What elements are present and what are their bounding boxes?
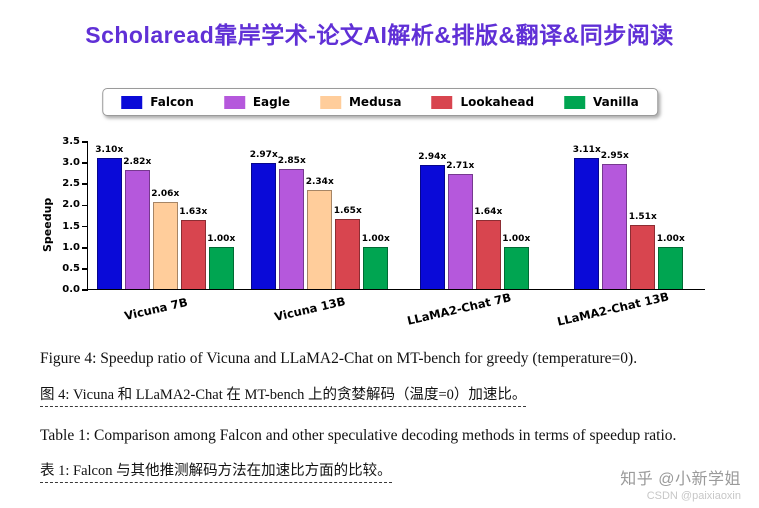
figure-caption-en: Figure 4: Speedup ratio of Vicuna and LL…: [40, 350, 638, 367]
legend-swatch-eagle: [223, 95, 245, 109]
bar-value-label: 2.06x: [151, 188, 180, 199]
legend-item-falcon: Falcon: [121, 95, 194, 109]
bar-vanilla-3: [503, 246, 529, 289]
chart-legend: Falcon Eagle Medusa Lookahead Vanilla: [102, 88, 658, 116]
legend-item-medusa: Medusa: [319, 95, 402, 109]
y-tick-mark: [82, 225, 88, 228]
y-tick-label: 0.0: [62, 284, 80, 295]
figure-caption-zh-text: 图 4: Vicuna 和 LLaMA2-Chat 在 MT-bench 上的贪…: [40, 387, 527, 407]
x-tick-label: Vicuna 7B: [123, 294, 190, 324]
legend-item-eagle: Eagle: [223, 95, 290, 109]
legend-item-vanilla: Vanilla: [564, 95, 639, 109]
bar-value-label: 2.94x: [418, 151, 447, 162]
bar-value-label: 1.51x: [628, 212, 657, 223]
y-tick-label: 2.0: [62, 199, 80, 211]
y-tick-label: 3.0: [62, 157, 80, 169]
legend-swatch-lookahead: [431, 95, 453, 109]
y-tick-mark: [82, 289, 88, 291]
y-tick-mark: [82, 183, 88, 186]
bar-plot: 0.0 0.5 1.0 1.5 2.0 2.5 3.0 3.5 3.10x 2.82x 2.06x 1…: [62, 136, 705, 329]
legend-label: Falcon: [150, 95, 194, 109]
x-tick-label: LLaMA2-Chat 13B: [555, 289, 670, 329]
legend-label: Medusa: [348, 95, 402, 109]
y-tick-mark: [82, 268, 88, 270]
bar-value-label: 1.00x: [361, 233, 390, 244]
bar-vanilla-4: [658, 246, 684, 289]
legend-label: Lookahead: [460, 95, 535, 109]
bar-lookahead-2: [335, 219, 361, 289]
y-tick-mark: [82, 246, 88, 249]
bar-lookahead-1: [180, 220, 206, 289]
bar-value-label: 1.65x: [333, 206, 362, 217]
legend-swatch-falcon: [121, 95, 143, 109]
table-caption-zh-text: 表 1: Falcon 与其他推测解码方法在加速比方面的比较。: [40, 463, 392, 483]
y-axis-label: Speedup: [41, 197, 54, 252]
y-tick-label: 0.5: [62, 262, 80, 274]
bar-value-label: 3.11x: [572, 144, 601, 155]
bar-medusa-2: [307, 190, 333, 289]
bar-value-label: 1.00x: [207, 233, 236, 244]
bar-eagle-2: [279, 168, 305, 289]
legend-label: Eagle: [252, 95, 290, 109]
bar-value-label: 1.00x: [502, 233, 531, 244]
bar-medusa-1: [152, 201, 178, 289]
bar-value-label: 2.71x: [446, 161, 475, 172]
bar-falcon-3: [419, 164, 445, 289]
bar-lookahead-4: [630, 225, 656, 289]
bar-value-label: 2.34x: [305, 177, 334, 188]
y-tick-mark: [82, 141, 88, 143]
bar-value-label: 2.85x: [277, 155, 306, 166]
table-caption-en: Table 1: Comparison among Falcon and oth…: [40, 427, 677, 444]
bar-value-label: 2.82x: [123, 156, 152, 167]
bar-value-label: 1.64x: [474, 206, 503, 217]
bar-lookahead-3: [475, 219, 501, 289]
bar-falcon-2: [251, 163, 277, 289]
bar-eagle-4: [602, 164, 628, 289]
bar-vanilla-2: [363, 246, 389, 289]
bar-falcon-1: [96, 157, 122, 289]
legend-swatch-vanilla: [564, 95, 586, 109]
legend-item-lookahead: Lookahead: [431, 95, 534, 109]
y-tick-label: 1.5: [62, 220, 80, 232]
plot-area: Speedup 0.0 0.5 1.0 1.5 2.0 2.5 3.0 3.5 3.10x 2.8…: [35, 134, 725, 342]
table-caption-zh: 表 1: Falcon 与其他推测解码方法在加速比方面的比较。: [40, 459, 740, 483]
figure-caption-zh: 图 4: Vicuna 和 LLaMA2-Chat 在 MT-bench 上的贪…: [40, 383, 740, 407]
watermark: 知乎 @小新学姐 CSDN @paixiaoxin: [620, 465, 741, 502]
bar-value-label: 1.63x: [179, 207, 208, 218]
y-tick-label: 3.5: [62, 136, 80, 147]
legend-label: Vanilla: [593, 95, 639, 109]
x-tick-label: LLaMA2-Chat 7B: [406, 290, 513, 328]
zhihu-watermark: 知乎 @小新学姐: [620, 471, 741, 488]
bar-vanilla-1: [208, 246, 234, 289]
x-tick-label: Vicuna 13B: [272, 294, 347, 324]
legend-swatch-medusa: [319, 95, 341, 109]
bar-value-label: 1.00x: [656, 233, 685, 244]
page-title: Scholaread靠岸学术-论文AI解析&排版&翻译&同步阅读: [85, 22, 674, 48]
y-tick-label: 1.0: [62, 241, 80, 253]
y-tick-mark: [82, 204, 88, 207]
figure-4-chart: Falcon Eagle Medusa Lookahead Vanilla Speedu…: [35, 86, 725, 342]
bar-eagle-1: [124, 169, 150, 289]
y-tick-mark: [82, 162, 88, 164]
bar-eagle-3: [447, 174, 473, 289]
bar-falcon-4: [574, 157, 600, 289]
y-tick-label: 2.5: [62, 178, 80, 190]
bar-value-label: 2.95x: [600, 151, 629, 162]
bar-value-label: 2.97x: [249, 150, 278, 161]
csdn-watermark: CSDN @paixiaoxin: [646, 490, 741, 502]
bar-value-label: 3.10x: [95, 144, 124, 155]
